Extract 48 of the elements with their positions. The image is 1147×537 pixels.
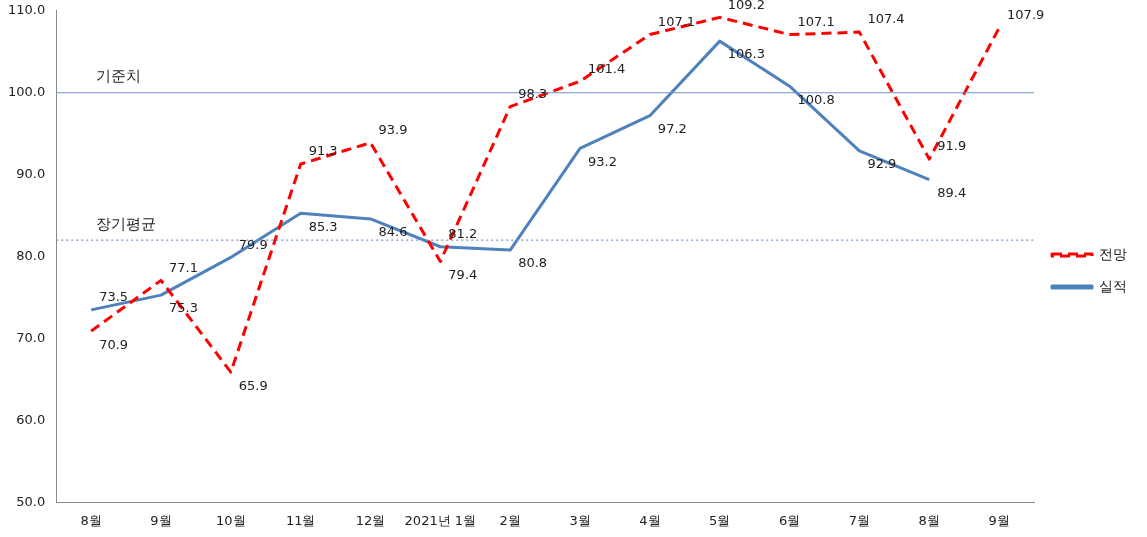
data-label: 79.4 <box>448 266 478 282</box>
data-label: 70.9 <box>99 336 129 352</box>
x-tick-label: 2월 <box>499 512 521 528</box>
data-label: 91.3 <box>308 143 338 159</box>
y-tick-label: 100.0 <box>8 84 46 100</box>
x-tick-label: 11월 <box>285 512 316 528</box>
x-tick-label: 2021년 1월 <box>404 512 477 528</box>
data-label: 107.1 <box>657 13 696 29</box>
x-tick-label: 8월 <box>918 512 940 528</box>
data-label: 65.9 <box>238 377 268 393</box>
data-label: 93.9 <box>378 122 408 138</box>
data-label: 89.4 <box>937 184 967 200</box>
x-tick-label: 10월 <box>216 512 246 528</box>
x-tick-label: 6월 <box>778 512 801 528</box>
data-label: 75.3 <box>168 300 198 316</box>
line-series <box>89 15 1001 374</box>
data-label: 80.8 <box>518 255 548 271</box>
y-tick-label: 60.0 <box>16 411 46 427</box>
data-label: 107.1 <box>797 13 835 29</box>
data-label: 107.4 <box>867 11 905 27</box>
x-tick-label: 7월 <box>848 512 871 528</box>
data-label: 107.9 <box>1007 7 1045 23</box>
x-tick-label: 4월 <box>639 512 661 528</box>
x-tick-label: 9월 <box>150 512 172 528</box>
y-tick-label: 110.0 <box>8 2 46 18</box>
data-label: 84.6 <box>378 224 408 240</box>
y-tick-label: 90.0 <box>16 166 46 182</box>
data-label: 91.9 <box>937 138 967 154</box>
ref-line-label: 기준치 <box>96 67 142 86</box>
y-tick-label: 70.0 <box>16 329 46 345</box>
legend-label: 전망 <box>1099 245 1127 262</box>
data-label: 73.5 <box>99 289 129 305</box>
y-tick-label: 80.0 <box>16 247 46 263</box>
x-tick-label: 9월 <box>988 512 1010 528</box>
ref-line-label: 장기평균 <box>96 214 157 233</box>
data-label: 85.3 <box>308 218 338 234</box>
data-label: 77.1 <box>168 259 198 275</box>
data-label: 92.9 <box>867 156 897 172</box>
x-tick-label: 12월 <box>355 512 386 528</box>
x-tick-label: 5월 <box>709 512 731 528</box>
data-label: 101.4 <box>588 60 626 76</box>
data-label: 97.2 <box>657 121 687 137</box>
x-tick-label: 3월 <box>569 512 591 528</box>
data-label: 93.2 <box>588 153 617 169</box>
y-tick-label: 50.0 <box>16 493 46 509</box>
x-tick-label: 8월 <box>80 512 102 528</box>
legend-label: 실적 <box>1099 277 1127 294</box>
data-label: 98.3 <box>518 86 548 102</box>
